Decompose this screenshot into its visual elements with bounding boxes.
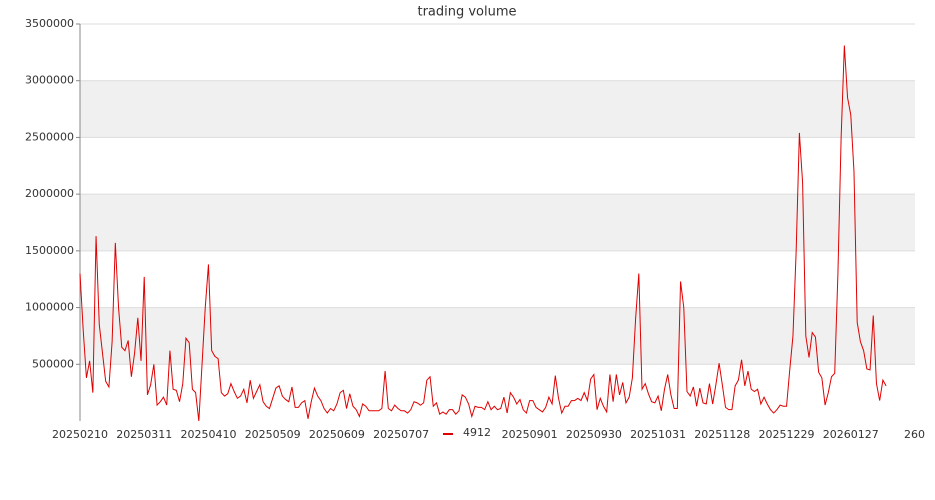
x-tick-label: 20250930 [566, 428, 622, 441]
y-tick-label: 500000 [32, 357, 74, 370]
y-tick-label: 2500000 [25, 130, 74, 143]
x-tick-label: 260 [904, 428, 925, 441]
y-tick-label: 3000000 [25, 74, 74, 87]
grid-band [80, 80, 915, 138]
x-tick-label: 20250410 [180, 428, 236, 441]
y-tick-label: 1500000 [25, 244, 74, 257]
chart-title: trading volume [417, 5, 516, 20]
x-tick-label: 20260127 [823, 428, 879, 441]
y-tick-label: 2000000 [25, 187, 74, 200]
x-tick-label: 20251031 [630, 428, 686, 441]
grid-band [80, 194, 915, 251]
x-tick-label: 20250707 [373, 428, 429, 441]
x-tick-label: 20250311 [116, 428, 172, 441]
y-tick-label: 3500000 [25, 17, 74, 30]
x-tick-label: 20251128 [694, 428, 750, 441]
x-tick-label: 20250509 [245, 428, 301, 441]
x-tick-label: 20250210 [52, 428, 108, 441]
legend-item: 4912 [443, 426, 491, 439]
y-tick-label: 1000000 [25, 301, 74, 314]
grid-band [80, 307, 915, 365]
series-line [79, 45, 887, 422]
x-tick-label: 20250901 [502, 428, 558, 441]
x-tick-label: 20250609 [309, 428, 365, 441]
x-tick-label: 20251229 [759, 428, 815, 441]
legend-label: 4912 [463, 426, 491, 439]
